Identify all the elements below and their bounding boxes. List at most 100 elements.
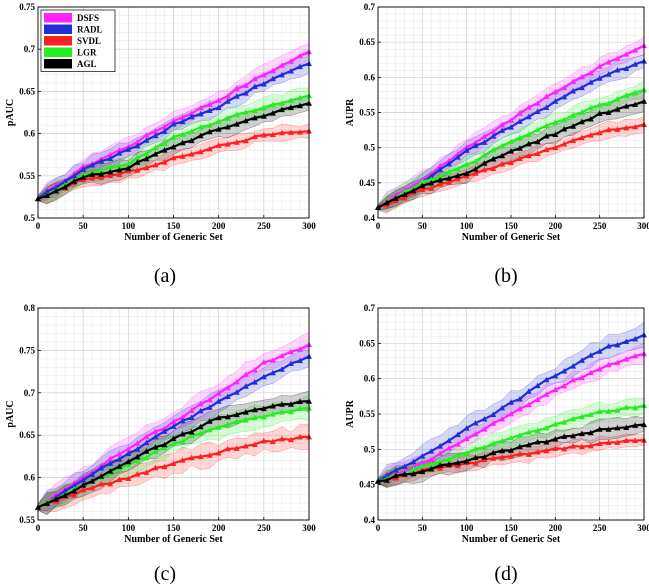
point-svdl [260,437,267,444]
point-agl [508,148,514,154]
point-radl [62,487,69,494]
point-svdl [206,452,213,458]
panel-caption: (a) [154,265,176,287]
point-dsfs [233,85,240,92]
point-svdl [578,443,585,450]
point-dsfs [152,428,159,434]
x-tick-label: 100 [460,221,474,231]
point-dsfs [623,51,630,57]
point-agl [587,115,594,122]
point-agl [490,449,497,456]
point-agl [445,461,452,467]
point-agl [80,174,87,180]
point-agl [578,118,585,125]
x-tick-label: 100 [122,523,136,533]
point-dsfs [170,418,177,424]
point-lgr [251,107,258,114]
point-lgr [605,408,612,414]
point-dsfs [534,100,541,106]
x-tick-label: 250 [257,523,271,533]
point-radl [62,178,69,184]
point-agl [605,426,612,432]
point-lgr [152,144,159,150]
y-tick-label: 0.45 [359,480,375,490]
y-tick-label: 0.7 [364,303,376,313]
point-dsfs [116,147,123,153]
point-lgr [143,150,150,157]
point-radl [561,367,568,374]
x-tick-label: 50 [418,221,428,231]
point-dsfs [161,123,168,130]
point-svdl [143,469,150,475]
legend-swatch-agl [44,59,72,69]
point-lgr [578,413,585,420]
point-agl [125,165,132,171]
point-agl [62,492,69,498]
point-lgr [428,461,435,467]
point-lgr [454,452,461,458]
point-radl [206,107,213,114]
point-agl [278,401,285,407]
x-tick-label: 0 [36,221,41,231]
x-tick-label: 50 [79,221,89,231]
point-lgr [143,454,150,461]
point-lgr [410,465,417,472]
point-agl [80,482,87,488]
point-radl [215,104,222,111]
point-dsfs [260,71,267,78]
point-agl [516,145,523,151]
point-svdl [561,445,568,452]
y-axis-label: pAUC [5,99,16,126]
point-radl [143,439,150,446]
point-svdl [428,185,435,191]
point-dsfs [516,405,523,412]
point-agl [179,431,186,437]
y-tick-label: 0.6 [24,473,36,483]
point-lgr [605,100,612,106]
point-svdl [80,486,87,493]
point-svdl [525,152,532,159]
point-svdl [215,142,222,148]
y-axis-label: pAUC [5,400,16,427]
point-lgr [632,404,639,411]
point-lgr [233,418,240,425]
point-agl [570,432,577,439]
point-agl [614,106,621,112]
point-radl [260,373,267,380]
point-agl [392,195,399,201]
point-agl [623,103,630,109]
point-dsfs [490,420,497,426]
point-lgr [632,89,639,96]
point-agl [242,117,249,124]
point-lgr [98,167,105,174]
point-svdl [508,453,514,459]
point-agl [107,468,114,474]
y-tick-label: 0.6 [364,374,376,384]
point-lgr [445,456,452,462]
point-dsfs [570,376,577,383]
point-lgr [596,408,603,414]
point-lgr [543,424,550,431]
point-svdl [454,462,461,469]
point-dsfs [499,121,506,128]
point-lgr [472,445,479,452]
x-tick-label: 150 [167,523,181,533]
point-radl [197,407,204,414]
point-radl [143,137,150,143]
point-lgr [525,131,532,137]
point-svdl [134,471,141,477]
point-radl [437,166,444,172]
point-agl [587,429,594,436]
point-dsfs [516,110,523,116]
point-radl [134,446,141,452]
point-agl [490,155,497,162]
point-svdl [472,460,479,466]
point-radl [170,121,177,127]
point-radl [543,104,550,111]
point-radl [161,128,168,134]
point-radl [242,383,249,389]
point-lgr [490,146,497,153]
point-radl [472,142,479,149]
point-svdl [188,151,195,157]
y-tick-label: 0.45 [359,178,375,188]
